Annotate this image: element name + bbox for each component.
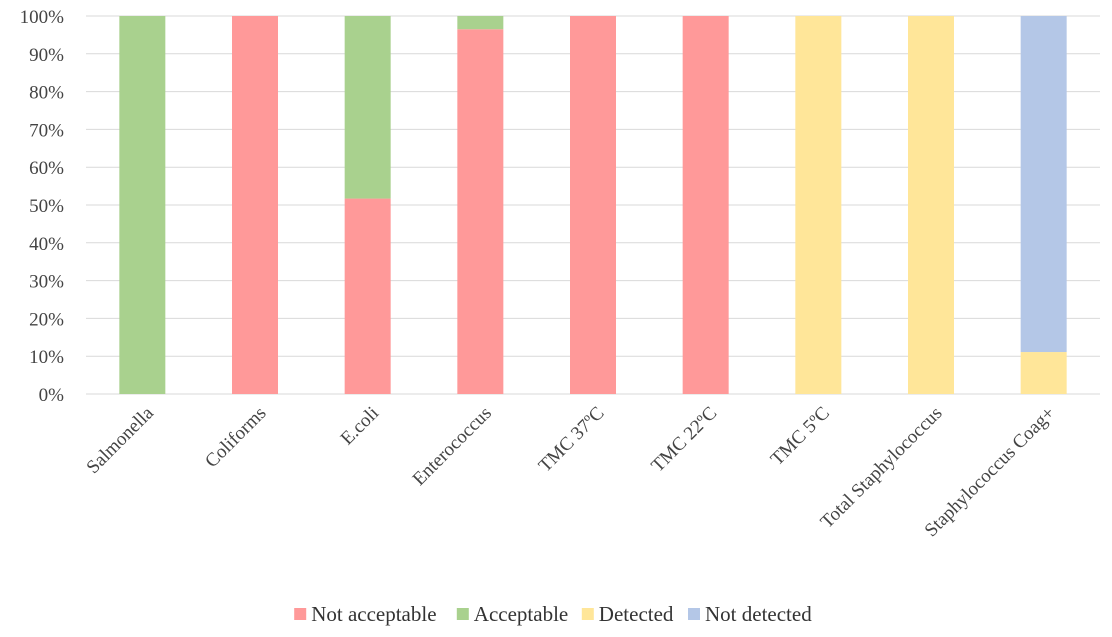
y-tick-label: 0%	[39, 385, 65, 406]
legend-label: Detected	[599, 602, 674, 626]
x-tick-label: TMC 5ºC	[767, 403, 834, 470]
legend-swatch	[688, 608, 700, 620]
legend-item: Not detected	[688, 602, 812, 626]
bar-segment	[795, 16, 842, 394]
y-tick-label: 70%	[29, 120, 64, 141]
bars	[119, 16, 1067, 394]
bar-segment	[344, 16, 391, 199]
y-tick-label: 90%	[29, 45, 64, 66]
y-tick-label: 100%	[20, 7, 65, 28]
legend-label: Acceptable	[474, 602, 568, 626]
x-tick-label: TMC 37ºC	[535, 403, 609, 477]
legend-item: Detected	[581, 602, 674, 626]
legend-swatch	[294, 608, 307, 620]
legend-label: Not acceptable	[311, 602, 436, 626]
y-tick-label: 50%	[29, 196, 64, 217]
legend-swatch	[581, 608, 594, 620]
y-tick-label: 60%	[29, 158, 64, 179]
x-tick-label: Enterococcus	[409, 403, 496, 490]
bar-segment	[1020, 16, 1067, 353]
x-tick-label: Coliforms	[201, 403, 270, 472]
y-tick-label: 80%	[29, 83, 64, 104]
bar-segment	[457, 16, 504, 30]
y-tick-label: 40%	[29, 234, 64, 255]
y-tick-label: 20%	[29, 309, 64, 330]
bar-segment	[457, 29, 504, 394]
legend-label: Not detected	[705, 602, 812, 626]
legend-swatch	[456, 608, 469, 620]
bar-segment	[344, 198, 391, 394]
y-tick-label: 30%	[29, 272, 64, 293]
bar-segment	[232, 16, 278, 394]
bar-segment	[682, 16, 729, 394]
axes: 0% 10% 20% 30% 40% 50% 60% 70% 80% 90% 100% Salmone…	[20, 7, 1060, 541]
x-tick-label: E.coli	[337, 403, 384, 450]
x-tick-label: Total Staphylococcus	[817, 403, 947, 533]
x-tick-label: TMC 22ºC	[647, 403, 721, 477]
x-tick-label: Salmonella	[83, 402, 159, 478]
legend: Not acceptable Acceptable Detected Not dete…	[294, 602, 812, 626]
x-tick-label: Staphylococcus Coag+	[921, 403, 1059, 541]
bar-segment	[1020, 352, 1067, 394]
bar-segment	[908, 16, 954, 394]
y-tick-label: 10%	[29, 347, 64, 368]
bar-segment	[570, 16, 616, 394]
legend-item: Not acceptable	[294, 602, 437, 626]
legend-item: Acceptable	[456, 602, 568, 626]
bar-segment	[119, 16, 166, 394]
